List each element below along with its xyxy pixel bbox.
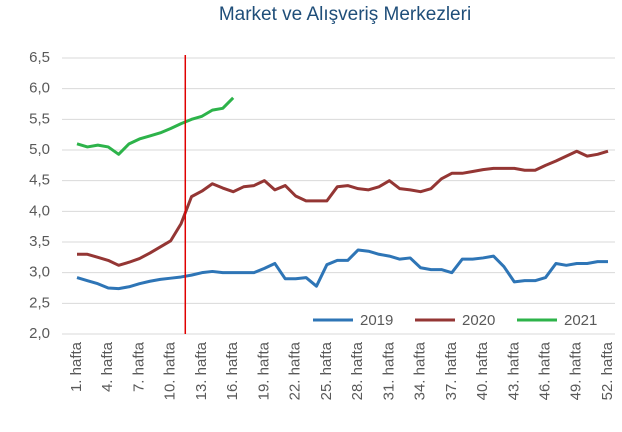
y-tick-label: 2,5 [29, 294, 50, 311]
y-tick-label: 4,5 [29, 172, 50, 189]
x-tick-label: 40. hafta [474, 341, 491, 400]
x-tick-label: 10. hafta [162, 341, 179, 400]
x-tick-label: 22. hafta [287, 341, 304, 400]
x-tick-label: 4. hafta [99, 341, 116, 392]
chart-title: Market ve Alışveriş Merkezleri [219, 4, 471, 25]
x-tick-label: 49. hafta [568, 341, 585, 400]
x-tick-label: 16. hafta [224, 341, 241, 400]
x-tick-label: 46. hafta [536, 341, 553, 400]
y-tick-label: 6,5 [29, 49, 50, 66]
legend-label: 2019 [360, 312, 393, 329]
x-tick-label: 28. hafta [349, 341, 366, 400]
legend-label: 2020 [462, 312, 495, 329]
y-tick-label: 5,0 [29, 141, 50, 158]
x-tick-label: 1. hafta [68, 341, 85, 392]
x-tick-label: 31. hafta [380, 341, 397, 400]
y-tick-label: 2,0 [29, 325, 50, 342]
x-tick-label: 37. hafta [443, 341, 460, 400]
series-line [77, 149, 609, 267]
x-tick-label: 7. hafta [130, 341, 147, 392]
legend-label: 2021 [564, 312, 597, 329]
series-line [76, 96, 235, 156]
y-tick-label: 5,5 [29, 110, 50, 127]
x-tick-label: 25. hafta [318, 341, 335, 400]
x-tick-label: 19. hafta [255, 341, 272, 400]
x-tick-label: 52. hafta [599, 341, 616, 400]
y-tick-label: 6,0 [29, 80, 50, 97]
x-tick-label: 34. hafta [412, 341, 429, 400]
x-tick-label: 13. hafta [193, 341, 210, 400]
y-tick-label: 3,0 [29, 264, 50, 281]
y-tick-label: 3,5 [29, 233, 50, 250]
series-line [76, 248, 608, 291]
x-tick-label: 43. hafta [505, 341, 522, 400]
y-tick-label: 4,0 [29, 202, 50, 219]
